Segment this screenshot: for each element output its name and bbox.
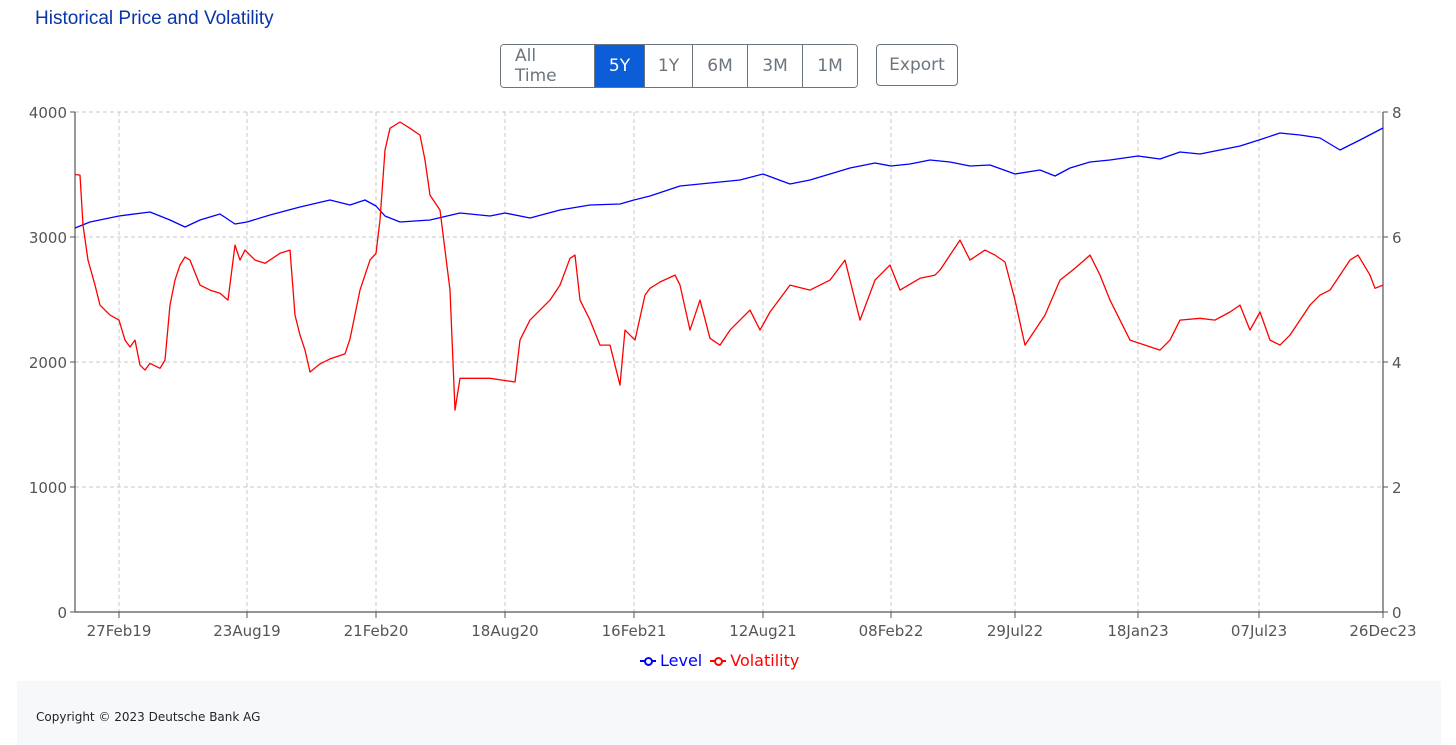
legend-label-level: Level [660, 651, 703, 670]
left-axis-tick-label: 3000 [29, 229, 67, 247]
chart-legend: Level Volatility [640, 651, 799, 670]
x-axis-tick-label: 16Feb21 [602, 622, 667, 640]
x-axis-tick-label: 29Jul22 [987, 622, 1043, 640]
x-axis-tick-label: 26Dec23 [1349, 622, 1416, 640]
page-footer: Copyright © 2023 Deutsche Bank AG [17, 681, 1441, 745]
left-axis-tick-label: 4000 [29, 104, 67, 122]
series-line-volatility [74, 121, 1384, 411]
x-axis-tick-label: 18Jan23 [1107, 622, 1168, 640]
range-all-time-button[interactable]: All Time [501, 45, 595, 87]
x-axis-tick-label: 07Jul23 [1231, 622, 1287, 640]
series-line-level [74, 127, 1384, 229]
range-5y-button[interactable]: 5Y [595, 45, 645, 87]
chart-title: Historical Price and Volatility [35, 8, 274, 29]
x-axis-tick-label: 23Aug19 [213, 622, 280, 640]
copyright-text: Copyright © 2023 Deutsche Bank AG [36, 710, 261, 724]
x-axis-tick-label: 18Aug20 [471, 622, 538, 640]
x-axis-tick-label: 27Feb19 [87, 622, 152, 640]
x-axis-tick-label: 21Feb20 [344, 622, 409, 640]
left-axis-tick-label: 1000 [29, 479, 67, 497]
left-axis-tick-label: 0 [57, 604, 67, 622]
range-6m-button[interactable]: 6M [693, 45, 748, 87]
legend-label-volatility: Volatility [730, 651, 800, 670]
right-axis-tick-label: 0 [1392, 604, 1402, 622]
right-axis-tick-label: 2 [1392, 479, 1402, 497]
range-3m-button[interactable]: 3M [748, 45, 803, 87]
line-circle-marker-icon [640, 656, 656, 666]
export-button[interactable]: Export [876, 44, 958, 86]
price-volatility-chart[interactable]: 0 1000 2000 3000 4000 0 2 4 6 8 27Feb19 23Aug19 21Fe… [0, 0, 1456, 680]
right-axis-tick-label: 4 [1392, 354, 1402, 372]
line-circle-marker-icon [710, 656, 727, 666]
x-axis-tick-label: 08Feb22 [859, 622, 924, 640]
range-1m-button[interactable]: 1M [803, 45, 857, 87]
range-button-group: All Time 5Y 1Y 6M 3M 1M [500, 44, 858, 88]
left-axis-tick-label: 2000 [29, 354, 67, 372]
right-axis-tick-label: 8 [1392, 104, 1402, 122]
legend-item-volatility[interactable]: Volatility [710, 651, 799, 670]
range-1y-button[interactable]: 1Y [645, 45, 693, 87]
x-axis-tick-label: 12Aug21 [729, 622, 796, 640]
legend-item-level[interactable]: Level [640, 651, 702, 670]
right-axis-tick-label: 6 [1392, 229, 1402, 247]
